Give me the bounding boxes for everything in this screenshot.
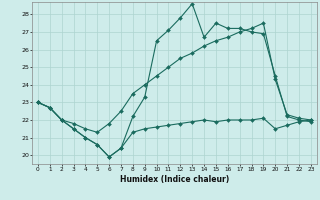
X-axis label: Humidex (Indice chaleur): Humidex (Indice chaleur) [120, 175, 229, 184]
